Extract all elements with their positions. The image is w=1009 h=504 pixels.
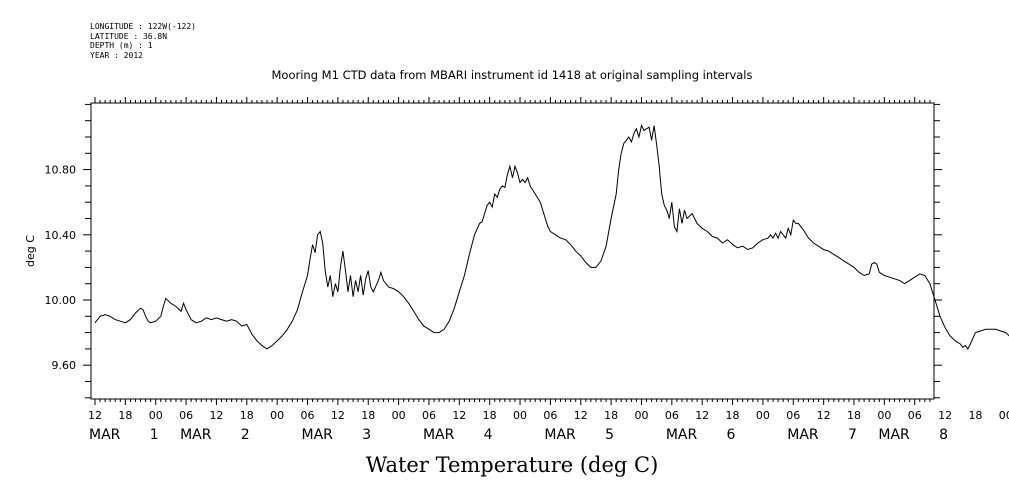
x-axis-label: Water Temperature (deg C) [365,453,659,477]
x-tick-label: 00 [877,409,891,422]
date-label: 4 [484,427,493,443]
x-tick-label: 00 [270,409,284,422]
x-tick-label: 18 [118,409,132,422]
x-tick-label: 00 [756,409,770,422]
x-tick-label: 18 [726,409,740,422]
x-tick-label: 12 [938,409,952,422]
x-tick-label: 00 [999,409,1009,422]
x-tick-label: 12 [209,409,223,422]
meta-latitude: LATITUDE : 36.8N [90,31,168,41]
date-label: 1 [150,427,159,443]
date-label: MAR [544,427,576,443]
x-tick-label: 06 [908,409,922,422]
date-label: 8 [939,427,948,443]
tick-marks [83,97,942,405]
x-tick-label: 00 [392,409,406,422]
x-tick-label: 18 [847,409,861,422]
x-tick-label: 06 [301,409,315,422]
chart-title: Mooring M1 CTD data from MBARI instrumen… [271,68,753,82]
x-tick-label: 18 [240,409,254,422]
x-tick-label: 00 [149,409,163,422]
x-tick-label: 18 [968,409,982,422]
date-label: MAR [180,427,212,443]
date-label: MAR [878,427,910,443]
x-tick-label: 06 [543,409,557,422]
date-label: MAR [89,427,121,443]
x-tick-label: 18 [483,409,497,422]
date-labels: MAR 1 MAR 2 MAR 3 MAR 4 MAR 5 MAR 6 MAR 7 MAR 8 [89,427,948,443]
x-tick-label: 00 [513,409,527,422]
date-label: MAR [423,427,455,443]
x-tick-label: 12 [452,409,466,422]
x-tick-label: 06 [786,409,800,422]
x-tick-label: 12 [331,409,345,422]
meta-depth: DEPTH (m) : 1 [90,41,153,50]
x-tick-label: 12 [88,409,102,422]
date-label: MAR [787,427,819,443]
x-tick-labels: 12 18 00 06 12 18 00 06 12 18 00 06 12 18 00 06 12 18 00 06… [88,409,1009,422]
date-label: 3 [362,427,371,443]
date-label: 7 [848,427,857,443]
y-tick-label: 10.40 [45,229,77,242]
x-tick-label: 12 [574,409,588,422]
y-axis-label: deg C [24,235,37,267]
x-tick-label: 06 [422,409,436,422]
y-tick-label: 10.80 [45,164,77,177]
meta-year: YEAR : 2012 [90,50,143,60]
date-label: 6 [727,427,736,443]
date-label: MAR [666,427,698,443]
temperature-series-line [94,124,1009,350]
date-label: MAR [302,427,334,443]
date-label: 5 [605,427,614,443]
x-tick-label: 18 [361,409,375,422]
y-tick-labels: 9.60 10.00 10.40 10.80 [45,164,77,373]
x-tick-label: 00 [634,409,648,422]
metadata-block: LONGITUDE : 122W(-122) LATITUDE : 36.8N … [90,22,196,60]
x-tick-label: 18 [604,409,618,422]
plot-frame [90,102,935,400]
y-tick-label: 9.60 [52,359,77,372]
x-tick-label: 06 [665,409,679,422]
date-label: 2 [241,427,250,443]
x-tick-label: 12 [817,409,831,422]
x-tick-label: 06 [179,409,193,422]
y-tick-label: 10.00 [45,294,77,307]
x-tick-label: 12 [695,409,709,422]
meta-longitude: LONGITUDE : 122W(-122) [90,22,196,31]
